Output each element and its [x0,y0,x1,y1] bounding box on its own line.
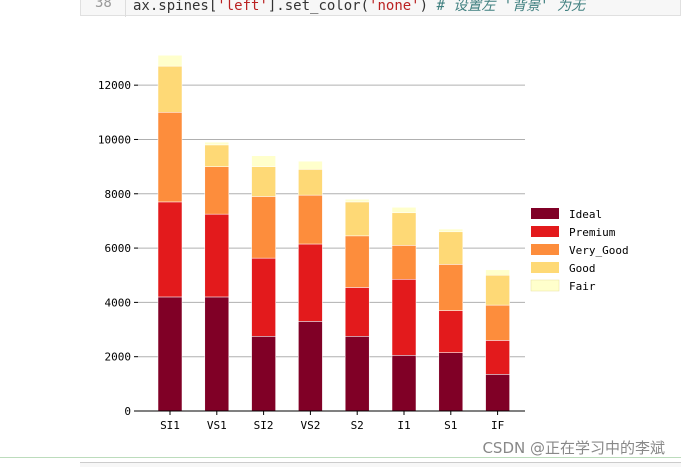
bar-segment-good [438,231,464,265]
bar-segment-good [391,212,417,246]
bar-segment-premium [251,257,276,337]
bar-segment-ideal [204,296,230,412]
y-tick-label: 10000 [98,133,131,146]
legend-swatch [530,279,560,292]
bar-segment-premium [391,279,417,356]
code-cell-strip[interactable]: 38 ax.spines['left'].set_color('none') #… [80,0,681,17]
x-tick-label: SI1 [160,419,180,432]
y-tick-label: 12000 [98,79,131,92]
x-tick-label: S1 [444,419,457,432]
bar-segment-ideal [157,296,183,412]
bar-segment-premium [204,213,230,298]
bar-segment-ideal [344,336,370,412]
bar-segment-ideal [485,374,510,412]
axes: 0 2000 4000 6000 8000 10000 12000 SI1 VS1 SI2 VS2 S… [98,79,525,432]
legend-label: Very_Good [569,244,629,257]
bar-segment-fair [391,207,417,214]
bar-segment-premium [157,201,183,298]
x-tick-label: S2 [351,419,364,432]
code-line-text[interactable]: ax.spines['left'].set_color('none') # 设置… [133,0,585,15]
legend: Ideal Premium Very_Good Good Fair [530,208,629,293]
grid-lines [138,84,525,358]
cell-divider [0,457,681,458]
y-tick-label: 2000 [105,351,132,364]
bar-segment-good [157,65,183,113]
bar-segment-good [485,274,510,306]
code-string-token: 'none' [369,0,420,14]
bar-segment-fair [251,155,276,167]
bar-segment-fair [485,269,510,276]
x-tick-label: VS1 [207,419,227,432]
bar-segment-very-good [157,112,183,203]
bar-segment-very-good [391,245,417,280]
bar-segment-ideal [391,355,417,412]
code-gutter-divider [125,0,126,17]
legend-swatch [531,244,559,255]
bar-segment-very-good [438,264,464,311]
next-code-cell[interactable] [80,462,681,467]
legend-label: Good [569,262,596,275]
bar-segment-fair [344,198,370,203]
y-tick-label: 0 [124,405,131,418]
code-line-number: 38 [95,0,112,11]
y-tick-label: 6000 [105,242,132,255]
bar-segment-ideal [298,321,323,412]
bar-stacks [157,55,510,412]
legend-swatch [531,262,559,273]
bar-segment-good [298,169,323,196]
bar-segment-good [204,144,230,167]
code-token: ax.spines[ [133,0,218,14]
watermark-text: CSDN @正在学习中的李斌 [482,439,665,457]
x-tick-label: IF [491,419,504,432]
x-tick-label: VS2 [300,419,320,432]
bar-segment-premium [344,287,370,337]
bar-segment-very-good [485,304,510,341]
bar-segment-ideal [251,336,276,412]
x-tick-label: I1 [397,419,410,432]
bar-segment-very-good [298,194,323,245]
legend-label: Fair [569,280,596,293]
bar-segment-good [344,201,370,237]
bar-segment-very-good [251,196,276,259]
x-tick-label: SI2 [254,419,274,432]
bar-segment-fair [157,55,183,67]
bar-segment-fair [204,141,230,146]
bar-segment-fair [438,228,464,233]
legend-label: Premium [569,226,616,239]
legend-swatch [531,208,559,219]
bar-segment-premium [298,243,323,322]
y-tick-label: 4000 [105,296,132,309]
legend-label: Ideal [569,208,602,221]
bar-segment-ideal [438,352,464,412]
bar-segment-good [251,166,276,197]
bar-segment-very-good [344,235,370,288]
y-tick-label: 8000 [105,188,132,201]
code-token: ].set_color( [267,0,370,14]
code-token: ) [419,0,437,14]
code-string-token: 'left' [217,0,268,14]
bar-segment-premium [485,340,510,375]
bar-segment-premium [438,310,464,353]
bar-segment-very-good [204,166,230,215]
legend-swatch [531,226,559,237]
code-comment-token: # 设置左 '背景' 为无 [436,0,586,14]
bar-segment-fair [298,160,323,170]
